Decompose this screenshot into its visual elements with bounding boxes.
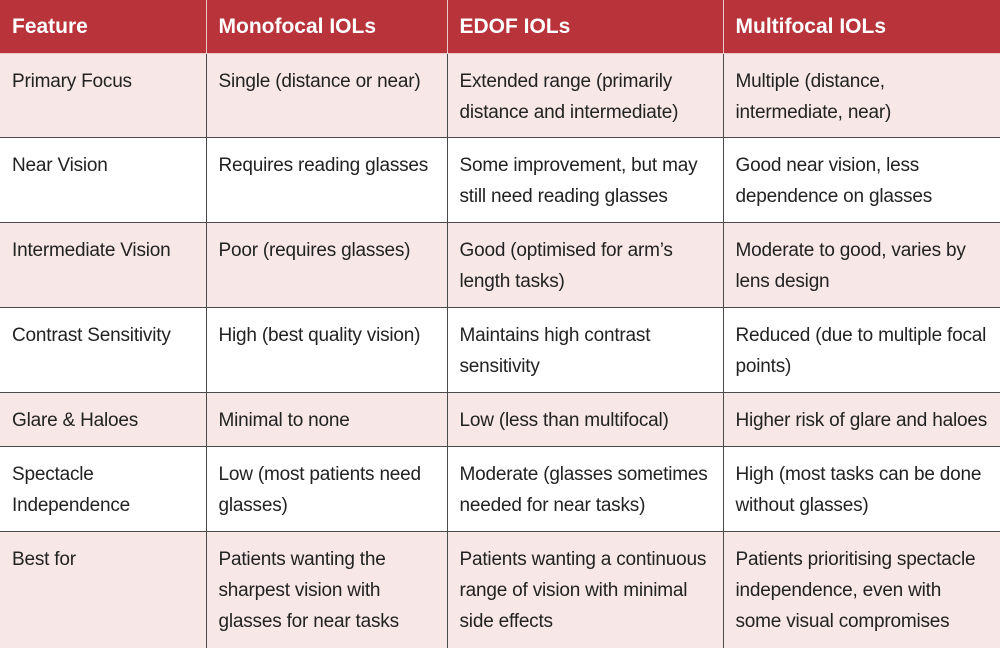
table-row: Spectacle Independence Low (most patient…: [0, 446, 1000, 532]
edof-cell: Extended range (primarily distance and i…: [447, 53, 724, 138]
header-monofocal: Monofocal IOLs: [206, 0, 448, 54]
monofocal-cell: High (best quality vision): [206, 307, 448, 393]
table-row: Glare & Haloes Minimal to none Low (less…: [0, 392, 1000, 447]
edof-cell: Patients wanting a continuous range of v…: [447, 531, 724, 648]
table-row: Best for Patients wanting the sharpest v…: [0, 531, 1000, 648]
edof-cell: Maintains high contrast sensitivity: [447, 307, 724, 393]
edof-cell: Moderate (glasses sometimes needed for n…: [447, 446, 724, 532]
multifocal-cell: Moderate to good, varies by lens design: [723, 222, 1000, 308]
feature-cell: Near Vision: [0, 137, 207, 223]
feature-cell: Primary Focus: [0, 53, 207, 138]
multifocal-cell: High (most tasks can be done without gla…: [723, 446, 1000, 532]
header-feature: Feature: [0, 0, 207, 54]
multifocal-cell: Reduced (due to multiple focal points): [723, 307, 1000, 393]
monofocal-cell: Minimal to none: [206, 392, 448, 447]
edof-cell: Good (optimised for arm’s length tasks): [447, 222, 724, 308]
monofocal-cell: Low (most patients need glasses): [206, 446, 448, 532]
table-row: Primary Focus Single (distance or near) …: [0, 53, 1000, 138]
monofocal-cell: Poor (requires glasses): [206, 222, 448, 308]
monofocal-cell: Requires reading glasses: [206, 137, 448, 223]
multifocal-cell: Multiple (distance, intermediate, near): [723, 53, 1000, 138]
multifocal-cell: Good near vision, less dependence on gla…: [723, 137, 1000, 223]
monofocal-cell: Single (distance or near): [206, 53, 448, 138]
feature-cell: Spectacle Independence: [0, 446, 207, 532]
table-row: Near Vision Requires reading glasses Som…: [0, 137, 1000, 223]
header-edof: EDOF IOLs: [447, 0, 724, 54]
feature-cell: Glare & Haloes: [0, 392, 207, 447]
feature-cell: Best for: [0, 531, 207, 648]
monofocal-cell: Patients wanting the sharpest vision wit…: [206, 531, 448, 648]
table-row: Intermediate Vision Poor (requires glass…: [0, 222, 1000, 308]
table-row: Contrast Sensitivity High (best quality …: [0, 307, 1000, 393]
feature-cell: Intermediate Vision: [0, 222, 207, 308]
multifocal-cell: Patients prioritising spectacle independ…: [723, 531, 1000, 648]
edof-cell: Some improvement, but may still need rea…: [447, 137, 724, 223]
multifocal-cell: Higher risk of glare and haloes: [723, 392, 1000, 447]
feature-cell: Contrast Sensitivity: [0, 307, 207, 393]
edof-cell: Low (less than multifocal): [447, 392, 724, 447]
header-multifocal: Multifocal IOLs: [723, 0, 1000, 54]
header-row: Feature Monofocal IOLs EDOF IOLs Multifo…: [0, 0, 1000, 54]
